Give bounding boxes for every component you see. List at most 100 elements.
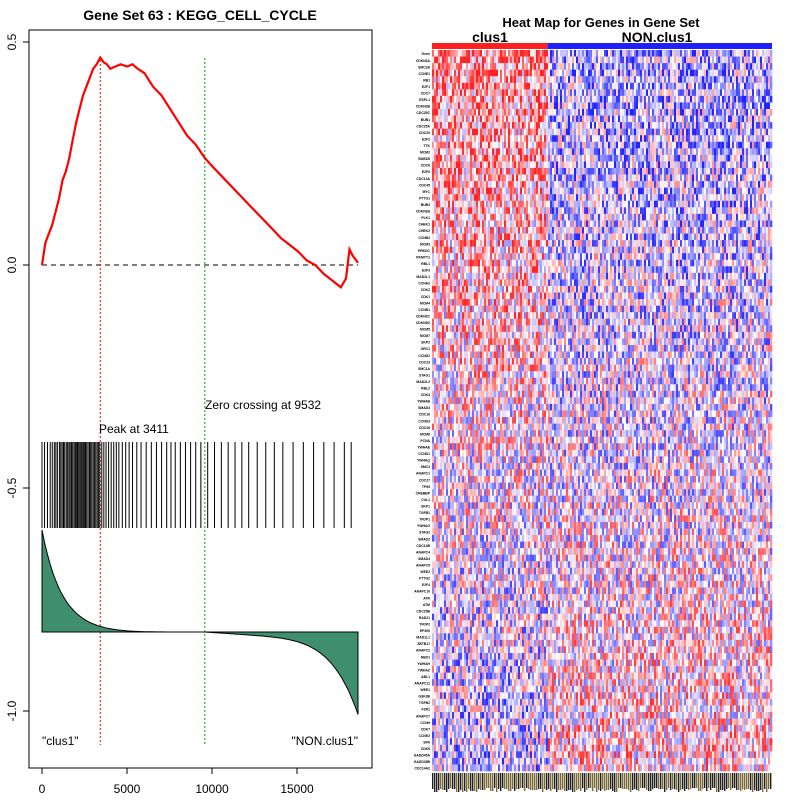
heatmap-cell [446, 731, 449, 739]
heatmap-cell [440, 639, 443, 647]
heatmap-cell [478, 417, 481, 424]
heatmap-cell [490, 174, 493, 182]
heatmap-cell [496, 325, 499, 333]
heatmap-cell [512, 548, 515, 555]
heatmap-cell [486, 167, 489, 175]
heatmap-cell [460, 698, 463, 706]
heatmap-cell [440, 607, 443, 614]
heatmap-cell [486, 449, 489, 457]
heatmap-cell [480, 95, 483, 103]
heatmap-cell [454, 535, 457, 542]
heatmap-cell [482, 331, 485, 339]
heatmap-cell [460, 240, 463, 247]
heatmap-cell [486, 108, 489, 116]
heatmap-cell [456, 672, 459, 680]
heatmap-cell [488, 89, 491, 97]
heatmap-cell [512, 56, 515, 64]
heatmap-cell [500, 685, 503, 693]
heatmap-cell [516, 351, 519, 359]
heatmap-cell [496, 266, 499, 274]
heatmap-cell [516, 423, 519, 431]
heatmap-cell [490, 626, 493, 634]
heatmap-cell [492, 561, 495, 569]
heatmap-cell [470, 233, 473, 241]
heatmap-cell [468, 69, 471, 77]
heatmap-cell [482, 482, 485, 490]
heatmap-cell [510, 712, 513, 719]
heatmap-cell [438, 541, 441, 549]
heatmap-cell [468, 515, 471, 523]
heatmap-cell [442, 633, 445, 641]
heatmap-cell [502, 128, 505, 136]
heatmap-cell [462, 718, 465, 726]
heatmap-cell [504, 528, 507, 536]
heatmap-cell [452, 403, 455, 411]
heatmap-cell [432, 318, 435, 326]
heatmap-cell [514, 613, 517, 621]
heatmap-cell [434, 279, 437, 287]
heatmap-cell [450, 443, 453, 451]
heatmap-cell [486, 246, 489, 254]
heatmap-cell [490, 364, 493, 372]
heatmap-cell [506, 305, 509, 313]
heatmap-cell [498, 135, 501, 143]
heatmap-cell [482, 462, 485, 470]
heatmap-cell [440, 587, 443, 595]
heatmap-cell [508, 574, 511, 582]
heatmap-cell [504, 174, 507, 182]
heatmap-cell [454, 115, 457, 123]
heatmap-cell [508, 685, 511, 693]
heatmap-cell [482, 384, 485, 392]
heatmap-cell [476, 502, 479, 510]
heatmap-cell [482, 259, 485, 267]
heatmap-cell [468, 666, 471, 673]
heatmap-cell [496, 384, 499, 392]
heatmap-cell [470, 200, 473, 208]
heatmap-cell [466, 757, 469, 765]
heatmap-cell [470, 318, 473, 326]
heatmap-cell [466, 430, 469, 438]
heatmap-cell [476, 712, 479, 719]
heatmap-cell [514, 738, 517, 746]
heatmap-cell [454, 220, 457, 228]
heatmap-cell [502, 358, 505, 365]
heatmap-cell [452, 102, 455, 110]
heatmap-cell [506, 528, 509, 536]
heatmap-cell [490, 181, 493, 188]
heatmap-cell [434, 194, 437, 202]
heatmap-cell [500, 56, 503, 64]
heatmap-cell [456, 253, 459, 261]
heatmap-cell [516, 312, 519, 320]
heatmap-cell [508, 76, 511, 84]
heatmap-cell [472, 299, 475, 306]
heatmap-cell [480, 318, 483, 326]
heatmap-cell [512, 403, 515, 411]
heatmap-cell [492, 594, 495, 601]
heatmap-cell [516, 200, 519, 208]
heatmap-cell [496, 574, 499, 582]
heatmap-cell [500, 233, 503, 241]
heatmap-cell [452, 456, 455, 464]
heatmap-cell [450, 574, 453, 582]
heatmap-cell [506, 167, 509, 175]
heatmap-cell [446, 443, 449, 451]
ranked-list-metric [41, 529, 359, 715]
heatmap-cell [450, 639, 453, 647]
heatmap-cell [508, 449, 511, 457]
heatmap-cell [518, 620, 521, 628]
heatmap-cell [494, 246, 497, 254]
heatmap-cell [492, 548, 495, 555]
heatmap-cell [490, 233, 493, 241]
heatmap-cell [434, 430, 437, 438]
heatmap-cell [470, 489, 473, 496]
heatmap-cell [434, 515, 437, 523]
heatmap-cell [516, 515, 519, 523]
heatmap-cell [432, 371, 435, 379]
heatmap-cell [496, 95, 499, 103]
heatmap-cell [486, 312, 489, 320]
heatmap-cell [450, 246, 453, 254]
heatmap-cell [468, 174, 471, 182]
heatmap-cell [460, 738, 463, 746]
heatmap-cell [516, 403, 519, 411]
heatmap-cell [470, 135, 473, 143]
